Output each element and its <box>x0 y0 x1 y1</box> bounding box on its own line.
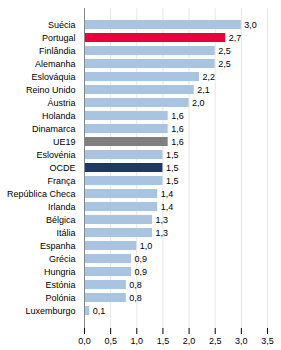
svg-text:Polónia: Polónia <box>45 293 75 303</box>
svg-text:1,0: 1,0 <box>131 336 144 346</box>
svg-text:Irlanda: Irlanda <box>48 202 76 212</box>
svg-text:República Checa: República Checa <box>7 189 76 199</box>
svg-text:Eslováquia: Eslováquia <box>31 72 75 82</box>
svg-text:UE19: UE19 <box>53 137 76 147</box>
svg-text:3,5: 3,5 <box>261 336 274 346</box>
svg-text:Áustria: Áustria <box>47 98 75 108</box>
svg-text:Holanda: Holanda <box>42 111 76 121</box>
svg-text:2,1: 2,1 <box>197 85 210 95</box>
svg-text:Suécia: Suécia <box>48 20 76 30</box>
svg-text:0,0: 0,0 <box>78 336 91 346</box>
svg-text:França: França <box>47 176 75 186</box>
svg-text:Finlândia: Finlândia <box>39 46 76 56</box>
svg-text:1,6: 1,6 <box>171 111 184 121</box>
svg-text:2,5: 2,5 <box>218 46 231 56</box>
svg-text:0,1: 0,1 <box>93 306 106 316</box>
svg-text:Eslovénia: Eslovénia <box>36 150 75 160</box>
svg-text:3,0: 3,0 <box>235 336 248 346</box>
svg-text:Alemanha: Alemanha <box>35 59 76 69</box>
svg-text:0,8: 0,8 <box>129 280 142 290</box>
svg-text:1,5: 1,5 <box>166 150 179 160</box>
svg-text:3,0: 3,0 <box>244 20 257 30</box>
svg-text:0,5: 0,5 <box>104 336 117 346</box>
svg-text:Dinamarca: Dinamarca <box>32 124 76 134</box>
svg-text:Reino Unido: Reino Unido <box>26 85 76 95</box>
svg-text:1,5: 1,5 <box>166 163 179 173</box>
svg-text:Estónia: Estónia <box>45 280 75 290</box>
svg-text:Luxemburgo: Luxemburgo <box>25 306 75 316</box>
svg-text:1,5: 1,5 <box>157 336 170 346</box>
svg-text:1,0: 1,0 <box>140 241 153 251</box>
svg-text:Itália: Itália <box>56 228 75 238</box>
svg-text:Bélgica: Bélgica <box>46 215 76 225</box>
svg-text:0,9: 0,9 <box>135 254 148 264</box>
svg-text:1,6: 1,6 <box>171 137 184 147</box>
svg-text:1,5: 1,5 <box>166 176 179 186</box>
svg-text:2,7: 2,7 <box>229 33 242 43</box>
svg-text:0,9: 0,9 <box>135 267 148 277</box>
svg-text:1,4: 1,4 <box>161 202 174 212</box>
svg-text:1,3: 1,3 <box>155 215 168 225</box>
svg-text:Hungria: Hungria <box>44 267 76 277</box>
svg-text:2,5: 2,5 <box>209 336 222 346</box>
svg-text:2,0: 2,0 <box>192 98 205 108</box>
svg-text:0,8: 0,8 <box>129 293 142 303</box>
svg-text:Portugal: Portugal <box>42 33 76 43</box>
svg-text:1,6: 1,6 <box>171 124 184 134</box>
svg-text:Espanha: Espanha <box>40 241 76 251</box>
svg-text:2,2: 2,2 <box>203 72 216 82</box>
svg-text:2,5: 2,5 <box>218 59 231 69</box>
svg-text:1,3: 1,3 <box>155 228 168 238</box>
svg-text:Grécia: Grécia <box>49 254 76 264</box>
svg-text:1,4: 1,4 <box>161 189 174 199</box>
svg-text:2,0: 2,0 <box>183 336 196 346</box>
svg-text:OCDE: OCDE <box>49 163 75 173</box>
